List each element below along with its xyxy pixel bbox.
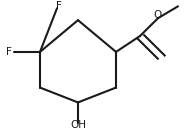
Text: OH: OH	[70, 120, 86, 130]
Text: F: F	[56, 1, 62, 11]
Text: F: F	[6, 47, 12, 57]
Text: O: O	[154, 10, 162, 20]
